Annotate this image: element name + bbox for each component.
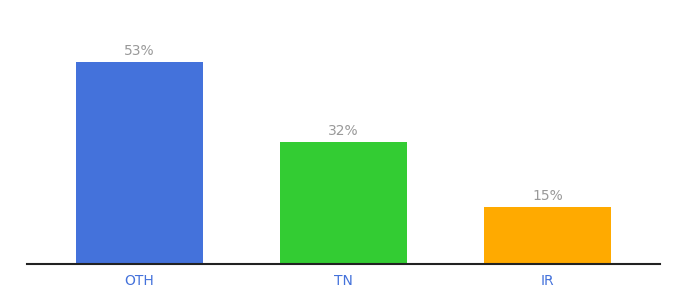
Bar [280,142,407,264]
Text: 15%: 15% [532,189,563,203]
Bar [76,62,203,264]
Text: 53%: 53% [124,44,155,58]
Bar [484,207,611,264]
Text: 32%: 32% [328,124,359,138]
